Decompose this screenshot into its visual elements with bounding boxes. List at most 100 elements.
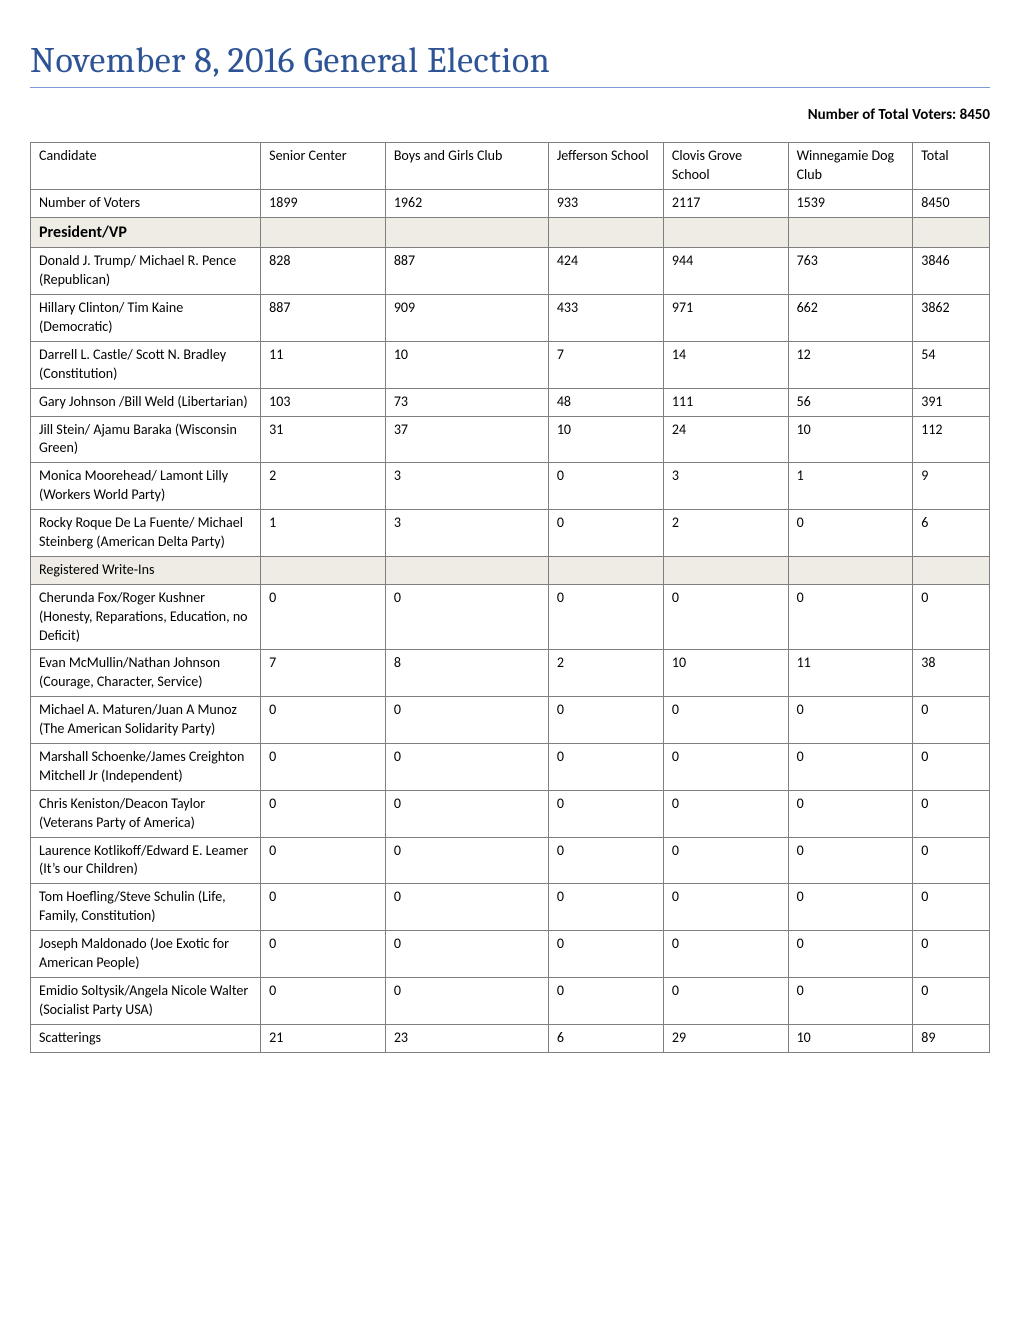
table-cell: 0 — [788, 743, 913, 790]
table-cell: 3 — [385, 510, 548, 557]
table-cell: 10 — [548, 416, 663, 463]
table-row: Laurence Kotlikoff/Edward E. Leamer (It’… — [31, 837, 990, 884]
table-cell: Michael A. Maturen/Juan A Munoz (The Ame… — [31, 697, 261, 744]
table-cell: 0 — [663, 697, 788, 744]
table-row: Scatterings21236291089 — [31, 1024, 990, 1052]
table-cell: 3846 — [913, 248, 990, 295]
table-cell: 887 — [385, 248, 548, 295]
table-cell: 0 — [548, 463, 663, 510]
table-cell — [261, 556, 386, 584]
table-cell — [548, 556, 663, 584]
table-cell: 54 — [913, 341, 990, 388]
table-cell: Registered Write-Ins — [31, 556, 261, 584]
table-cell: Gary Johnson /Bill Weld (Libertarian) — [31, 388, 261, 416]
table-row: Donald J. Trump/ Michael R. Pence (Repub… — [31, 248, 990, 295]
table-cell: 0 — [663, 584, 788, 650]
col-header: Total — [913, 143, 990, 190]
table-cell: 0 — [385, 837, 548, 884]
table-cell: Laurence Kotlikoff/Edward E. Leamer (It’… — [31, 837, 261, 884]
table-cell: 0 — [385, 790, 548, 837]
table-cell: 6 — [548, 1024, 663, 1052]
table-cell: 0 — [788, 584, 913, 650]
table-cell: 0 — [788, 837, 913, 884]
table-cell: 0 — [788, 790, 913, 837]
table-cell: Marshall Schoenke/James Creighton Mitche… — [31, 743, 261, 790]
table-cell: 0 — [261, 977, 386, 1024]
table-cell: 111 — [663, 388, 788, 416]
table-cell: 0 — [663, 743, 788, 790]
table-cell: 1 — [261, 510, 386, 557]
table-cell — [548, 217, 663, 248]
table-cell: 909 — [385, 295, 548, 342]
table-row: Evan McMullin/Nathan Johnson (Courage, C… — [31, 650, 990, 697]
table-cell: 0 — [548, 743, 663, 790]
table-cell: 0 — [385, 931, 548, 978]
table-cell — [385, 217, 548, 248]
table-cell: 0 — [261, 790, 386, 837]
table-cell: 48 — [548, 388, 663, 416]
table-row: Emidio Soltysik/Angela Nicole Walter (So… — [31, 977, 990, 1024]
table-cell: 56 — [788, 388, 913, 416]
table-cell: 0 — [261, 584, 386, 650]
table-cell: Hillary Clinton/ Tim Kaine (Democratic) — [31, 295, 261, 342]
table-cell: 0 — [548, 790, 663, 837]
table-cell: 0 — [548, 884, 663, 931]
table-cell: 11 — [261, 341, 386, 388]
table-cell: 0 — [788, 697, 913, 744]
table-row: Rocky Roque De La Fuente/ Michael Steinb… — [31, 510, 990, 557]
table-row: Number of Voters18991962933211715398450 — [31, 189, 990, 217]
table-cell: Evan McMullin/Nathan Johnson (Courage, C… — [31, 650, 261, 697]
table-cell: 23 — [385, 1024, 548, 1052]
table-row: Joseph Maldonado (Joe Exotic for America… — [31, 931, 990, 978]
table-cell: Chris Keniston/Deacon Taylor (Veterans P… — [31, 790, 261, 837]
table-cell: 21 — [261, 1024, 386, 1052]
table-cell: 6 — [913, 510, 990, 557]
table-cell: 9 — [913, 463, 990, 510]
table-cell — [913, 217, 990, 248]
table-row: Chris Keniston/Deacon Taylor (Veterans P… — [31, 790, 990, 837]
table-cell: 3 — [663, 463, 788, 510]
table-cell: 0 — [261, 837, 386, 884]
table-row: Hillary Clinton/ Tim Kaine (Democratic)8… — [31, 295, 990, 342]
table-cell: 391 — [913, 388, 990, 416]
table-cell: 0 — [385, 584, 548, 650]
table-cell: 7 — [261, 650, 386, 697]
table-row: Michael A. Maturen/Juan A Munoz (The Ame… — [31, 697, 990, 744]
table-cell: 38 — [913, 650, 990, 697]
table-cell: 0 — [663, 931, 788, 978]
table-cell: 12 — [788, 341, 913, 388]
col-header: Clovis Grove School — [663, 143, 788, 190]
table-cell: 971 — [663, 295, 788, 342]
table-cell: 3862 — [913, 295, 990, 342]
table-cell: 0 — [663, 837, 788, 884]
table-cell: 2 — [548, 650, 663, 697]
table-cell: 0 — [788, 510, 913, 557]
table-cell: 103 — [261, 388, 386, 416]
table-row: Tom Hoefling/Steve Schulin (Life, Family… — [31, 884, 990, 931]
table-cell: 0 — [663, 790, 788, 837]
table-cell: 0 — [261, 884, 386, 931]
table-cell: 662 — [788, 295, 913, 342]
table-cell: 0 — [913, 743, 990, 790]
table-cell: President/VP — [31, 217, 261, 248]
table-cell — [663, 217, 788, 248]
table-cell: 433 — [548, 295, 663, 342]
table-cell: 7 — [548, 341, 663, 388]
table-body: Candidate Senior Center Boys and Girls C… — [31, 143, 990, 1053]
table-cell: 0 — [385, 977, 548, 1024]
table-cell: 0 — [788, 884, 913, 931]
table-cell: 944 — [663, 248, 788, 295]
table-cell: 112 — [913, 416, 990, 463]
table-cell — [788, 556, 913, 584]
table-cell: Jill Stein/ Ajamu Baraka (Wisconsin Gree… — [31, 416, 261, 463]
table-cell: 3 — [385, 463, 548, 510]
table-row: Registered Write-Ins — [31, 556, 990, 584]
table-cell: 1899 — [261, 189, 386, 217]
table-cell: Donald J. Trump/ Michael R. Pence (Repub… — [31, 248, 261, 295]
table-cell: 10 — [385, 341, 548, 388]
table-cell: 31 — [261, 416, 386, 463]
table-cell: 0 — [788, 931, 913, 978]
table-cell: 0 — [913, 977, 990, 1024]
table-cell: 0 — [913, 584, 990, 650]
table-row: Gary Johnson /Bill Weld (Libertarian)103… — [31, 388, 990, 416]
